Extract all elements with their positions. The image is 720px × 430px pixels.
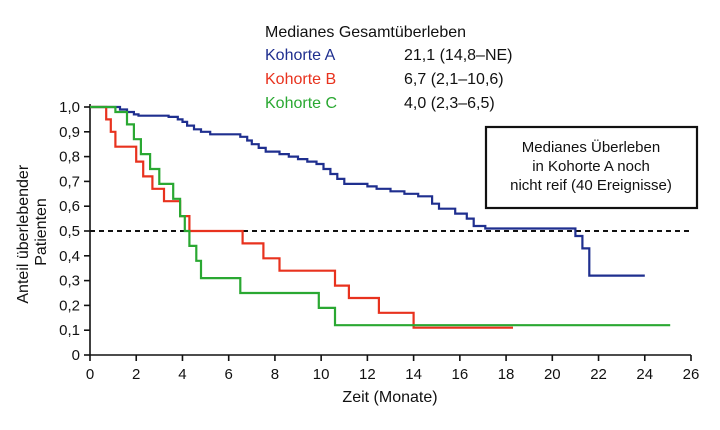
y-tick-label: 0,8 — [59, 149, 80, 166]
survival-curve-kohorte-a — [90, 105, 645, 277]
x-tick-label: 26 — [683, 366, 700, 383]
legend-label-kohorte-c: Kohorte C — [265, 95, 337, 112]
x-axis-ticks: 0 2 4 6 8 10 12 14 16 18 20 22 24 26 — [86, 355, 700, 383]
legend-median-kohorte-b: 6,7 (2,1–10,6) — [404, 71, 504, 88]
legend-label-kohorte-a: Kohorte A — [265, 47, 336, 64]
y-tick-label: 0,3 — [59, 273, 80, 290]
legend-median-kohorte-a: 21,1 (14,8–NE) — [404, 47, 513, 64]
plot-axes — [89, 104, 691, 356]
annotation-line-1: Medianes Überleben — [522, 138, 660, 156]
x-axis-title: Zeit (Monate) — [342, 389, 437, 406]
legend-label-kohorte-b: Kohorte B — [265, 71, 336, 88]
legend-header: Medianes Gesamtüberleben — [265, 24, 466, 41]
x-tick-label: 18 — [498, 366, 515, 383]
x-tick-label: 12 — [359, 366, 376, 383]
annotation-box: Medianes Überleben in Kohorte A noch nic… — [484, 125, 699, 210]
annotation-line-3: nicht reif (40 Ereignisse) — [510, 177, 672, 194]
annotation-line-2: in Kohorte A noch — [532, 158, 650, 175]
x-tick-label: 20 — [544, 366, 561, 383]
y-tick-label: 0,5 — [59, 223, 80, 240]
x-tick-label: 0 — [86, 366, 94, 383]
y-tick-label: 0,9 — [59, 124, 80, 141]
y-tick-label: 0 — [72, 347, 80, 364]
x-tick-label: 10 — [313, 366, 330, 383]
y-axis-title-line-1: Anteil überlebender — [15, 164, 32, 303]
y-tick-label: 0,6 — [59, 198, 80, 215]
y-axis-title-line-2: Patienten — [33, 198, 50, 266]
x-tick-label: 24 — [636, 366, 653, 383]
x-tick-label: 2 — [132, 366, 140, 383]
y-tick-label: 0,2 — [59, 297, 80, 314]
y-tick-label: 1,0 — [59, 99, 80, 116]
survival-curve-kohorte-b — [90, 105, 513, 329]
x-tick-label: 8 — [271, 366, 279, 383]
x-tick-label: 14 — [405, 366, 422, 383]
legend-median-kohorte-c: 4,0 (2,3–6,5) — [404, 95, 495, 112]
survival-curves — [90, 105, 671, 329]
y-tick-label: 0,4 — [59, 248, 80, 265]
y-tick-label: 0,7 — [59, 173, 80, 190]
legend: Medianes Gesamtüberleben Kohorte A 21,1 … — [265, 24, 513, 112]
x-tick-label: 22 — [590, 366, 607, 383]
x-tick-label: 16 — [452, 366, 469, 383]
x-tick-label: 4 — [178, 366, 186, 383]
survival-curve-kohorte-c — [90, 105, 671, 327]
y-axis-ticks: 0 0,1 0,2 0,3 0,4 0,5 0,6 0,7 0,8 0,9 1,0 — [59, 99, 90, 364]
y-tick-label: 0,1 — [59, 322, 80, 339]
x-tick-label: 6 — [225, 366, 233, 383]
y-axis-title: Anteil überlebender Patienten — [15, 160, 50, 303]
annotation-frame — [484, 125, 699, 210]
